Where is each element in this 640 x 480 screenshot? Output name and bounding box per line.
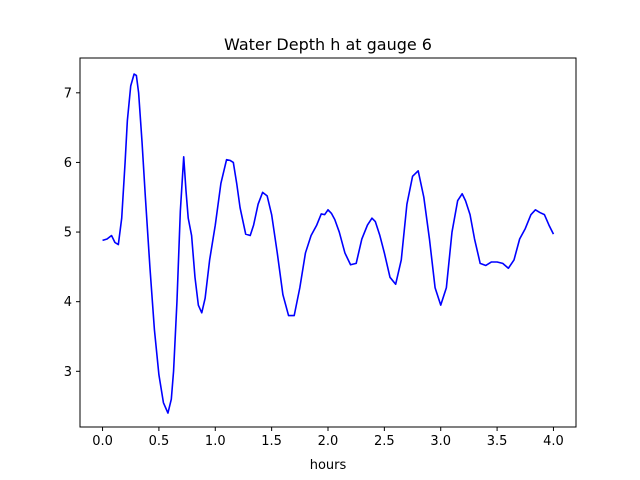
y-tick-label: 4 <box>64 295 72 310</box>
x-tick-label: 3.5 <box>487 434 508 449</box>
x-tick-label: 0.5 <box>149 434 170 449</box>
x-tick-label: 1.5 <box>261 434 282 449</box>
x-tick-label: 2.0 <box>318 434 339 449</box>
y-tick-label: 7 <box>64 86 72 101</box>
y-tick-label: 5 <box>64 226 72 241</box>
y-tick-label: 6 <box>64 156 72 171</box>
x-axis: 0.0 0.5 1.0 1.5 2.0 2.5 3.0 3.5 4.0 <box>92 427 564 449</box>
x-tick-label: 2.5 <box>374 434 395 449</box>
y-axis: 3 4 5 6 7 <box>64 86 80 380</box>
x-tick-label: 3.0 <box>430 434 451 449</box>
chart-title: Water Depth h at gauge 6 <box>224 35 432 54</box>
x-axis-label: hours <box>310 458 347 473</box>
x-tick-label: 0.0 <box>92 434 113 449</box>
series-layer <box>102 73 555 414</box>
series-line-0 <box>102 73 555 414</box>
x-tick-label: 4.0 <box>543 434 564 449</box>
y-tick-label: 3 <box>64 365 72 380</box>
x-tick-label: 1.0 <box>205 434 226 449</box>
